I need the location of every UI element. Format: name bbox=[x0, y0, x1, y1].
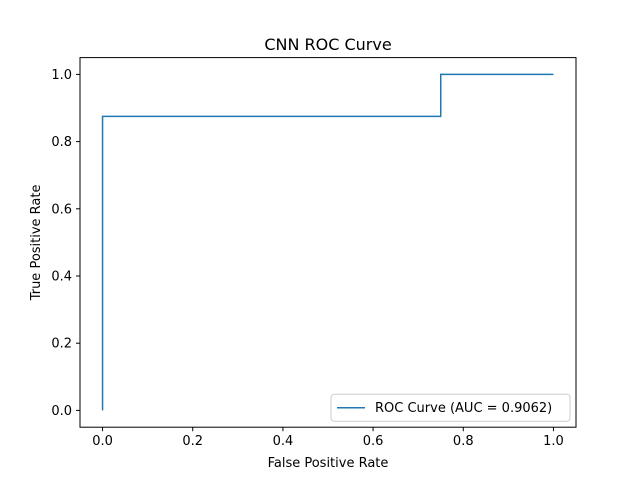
chart-title: CNN ROC Curve bbox=[264, 35, 391, 54]
x-tick-label: 0.4 bbox=[273, 434, 294, 449]
y-tick-label: 0.6 bbox=[51, 202, 72, 217]
x-tick-label: 1.0 bbox=[543, 434, 564, 449]
y-tick-label: 0.8 bbox=[51, 135, 72, 150]
x-tick-label: 0.0 bbox=[92, 434, 113, 449]
plot-area bbox=[101, 73, 554, 411]
x-tick-label: 0.6 bbox=[363, 434, 384, 449]
x-axis-ticks: 0.0 0.2 0.4 0.6 0.8 1.0 bbox=[92, 427, 564, 449]
x-tick-label: 0.2 bbox=[182, 434, 203, 449]
legend-box bbox=[330, 393, 571, 422]
y-axis-label: True Positive Rate bbox=[29, 184, 44, 301]
y-tick-label: 1.0 bbox=[51, 68, 72, 83]
x-axis-label: False Positive Rate bbox=[268, 456, 389, 471]
roc-curve-line bbox=[101, 73, 554, 411]
axes-frame bbox=[79, 57, 577, 428]
y-tick-label: 0.4 bbox=[51, 270, 72, 285]
legend-entry-label: ROC Curve (AUC = 0.9062) bbox=[375, 401, 552, 416]
x-tick-label: 0.8 bbox=[453, 434, 474, 449]
y-tick-label: 0.2 bbox=[51, 337, 72, 352]
y-tick-label: 0.0 bbox=[51, 404, 72, 419]
legend: ROC Curve (AUC = 0.9062) bbox=[330, 393, 571, 422]
y-axis-ticks: 0.0 0.2 0.4 0.6 0.8 1.0 bbox=[51, 68, 80, 419]
